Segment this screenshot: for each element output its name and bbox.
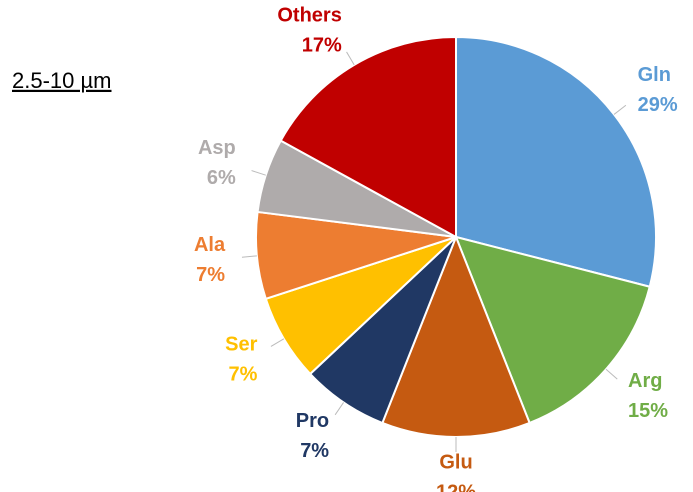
slice-label: Ala (194, 234, 226, 256)
slice-value-label: 12% (436, 481, 476, 492)
slice-value-label: 7% (300, 440, 329, 462)
slice-value-label: 29% (638, 94, 678, 116)
pie-slice (279, 35, 457, 239)
leader-line (241, 255, 257, 258)
slice-value-label: 7% (196, 264, 225, 286)
leader-line (334, 402, 344, 416)
leader-line (346, 51, 355, 66)
slice-value-label: 7% (229, 363, 258, 385)
pie-slice (455, 35, 657, 288)
leader-line (270, 338, 285, 347)
slice-value-label: 17% (302, 35, 342, 57)
leader-line (613, 104, 627, 115)
slice-label: Pro (296, 410, 329, 432)
slice-label: Gln (638, 64, 671, 86)
pie-slice (381, 234, 531, 438)
leader-line (251, 170, 266, 176)
slice-value-label: 15% (628, 400, 668, 422)
chart-title: 2.5-10 µm (12, 68, 112, 93)
leader-line (605, 368, 618, 380)
slice-label: Glu (439, 451, 472, 473)
slice-label: Ser (225, 333, 257, 355)
slice-label: Others (277, 5, 341, 27)
slice-label: Asp (198, 137, 236, 159)
slice-label: Arg (628, 370, 662, 392)
slice-value-label: 6% (207, 167, 236, 189)
